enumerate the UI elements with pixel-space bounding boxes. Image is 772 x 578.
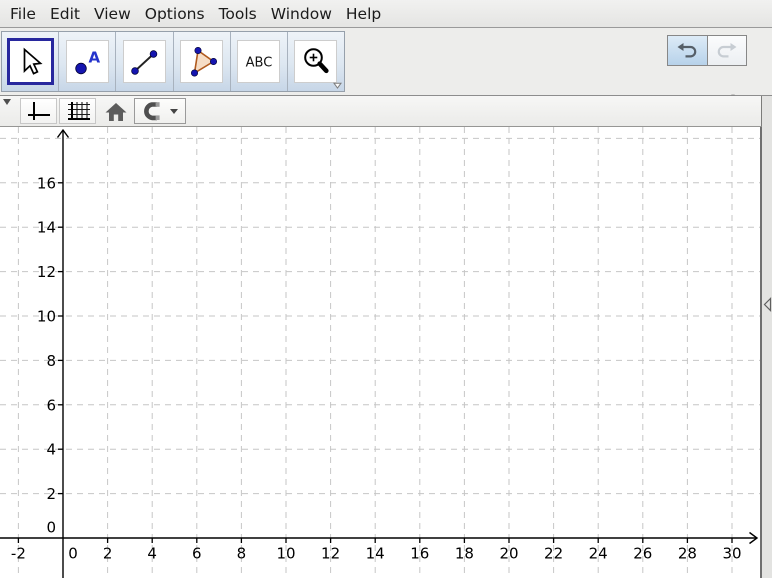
menu-help[interactable]: Help <box>345 4 382 23</box>
graphics-stylebar <box>0 96 762 127</box>
svg-text:0: 0 <box>68 545 78 563</box>
svg-text:30: 30 <box>722 545 741 563</box>
tool-cell-point: A <box>59 32 117 91</box>
svg-text:A: A <box>89 48 101 66</box>
undo-button[interactable] <box>668 36 708 65</box>
zoom-in-icon <box>304 47 329 73</box>
coordinate-axes: -2 0 2 4 6 8 10 12 14 16 18 20 22 24 26 28 3002468101214… <box>0 127 760 578</box>
panel-divider <box>762 96 772 578</box>
menu-file[interactable]: File <box>10 4 36 23</box>
svg-text:8: 8 <box>46 352 56 370</box>
svg-text:-2: -2 <box>11 545 26 563</box>
move-tool-button[interactable] <box>6 38 54 85</box>
menu-options[interactable]: Options <box>144 4 205 23</box>
new-point-icon: A <box>75 48 101 74</box>
redo-icon <box>717 43 737 58</box>
undo-icon <box>677 43 697 58</box>
menu-edit[interactable]: Edit <box>49 4 80 23</box>
svg-text:26: 26 <box>633 545 652 563</box>
svg-text:22: 22 <box>544 545 563 563</box>
tool-panel: A <box>1 31 345 92</box>
panel-collapse-arrow[interactable] <box>762 297 772 313</box>
tool-cell-polygon <box>173 32 231 91</box>
menu-view[interactable]: View <box>93 4 131 23</box>
graphics-view[interactable]: -2 0 2 4 6 8 10 12 14 16 18 20 22 24 26 28 30 0 2 4 6 8 10 12 14… <box>0 127 762 578</box>
undo-redo-group <box>667 35 747 66</box>
svg-text:12: 12 <box>321 545 340 563</box>
svg-text:2: 2 <box>103 545 113 563</box>
polygon-tool-button[interactable] <box>180 40 224 83</box>
tool-cell-move <box>2 32 60 91</box>
svg-text:2: 2 <box>46 485 56 503</box>
svg-text:14: 14 <box>37 219 56 237</box>
grid-icon <box>67 102 90 120</box>
svg-text:8: 8 <box>237 545 247 563</box>
menubar: File Edit View Options Tools Window Help <box>0 0 772 28</box>
redo-button[interactable] <box>707 36 746 65</box>
svg-text:28: 28 <box>678 545 697 563</box>
segment-icon <box>131 49 158 75</box>
text-abc-icon: ABC <box>245 55 272 70</box>
svg-text:10: 10 <box>37 308 56 326</box>
magnet-dropdown-caret-icon <box>169 108 178 114</box>
magnet-icon <box>143 102 160 121</box>
menu-window[interactable]: Window <box>270 4 332 23</box>
point-tool-button[interactable]: A <box>65 40 109 83</box>
svg-text:ABC: ABC <box>245 55 272 70</box>
segment-tool-button[interactable] <box>122 40 166 83</box>
svg-text:4: 4 <box>46 441 56 459</box>
svg-text:0: 0 <box>46 519 56 537</box>
svg-text:16: 16 <box>37 174 56 192</box>
stylebar-collapse-caret-icon[interactable] <box>3 99 11 105</box>
menu-tools[interactable]: Tools <box>218 4 257 23</box>
svg-text:16: 16 <box>410 545 429 563</box>
svg-text:6: 6 <box>46 396 56 414</box>
home-icon <box>105 102 127 121</box>
collapse-left-icon <box>763 297 771 312</box>
polygon-icon <box>190 46 217 76</box>
axes-icon <box>27 102 50 120</box>
tool-dropdown-caret-icon[interactable] <box>333 82 343 89</box>
svg-text:12: 12 <box>37 263 56 281</box>
svg-text:10: 10 <box>276 545 295 563</box>
standard-view-button[interactable] <box>101 98 131 124</box>
point-capturing-button[interactable] <box>134 98 186 124</box>
text-tool-button[interactable]: ABC <box>237 40 281 83</box>
tool-cell-text: ABC <box>230 32 288 91</box>
move-cursor-icon <box>23 47 43 75</box>
svg-text:4: 4 <box>147 545 157 563</box>
zoom-in-tool-button[interactable] <box>294 40 338 83</box>
svg-text:24: 24 <box>589 545 608 563</box>
toggle-axes-button[interactable] <box>20 98 57 124</box>
toolbar: A <box>0 28 772 116</box>
tool-cell-zoom <box>287 32 345 91</box>
svg-text:14: 14 <box>366 545 385 563</box>
toggle-grid-button[interactable] <box>59 98 96 124</box>
svg-text:18: 18 <box>455 545 474 563</box>
tool-cell-segment <box>116 32 174 91</box>
svg-text:6: 6 <box>192 545 202 563</box>
svg-text:20: 20 <box>499 545 518 563</box>
